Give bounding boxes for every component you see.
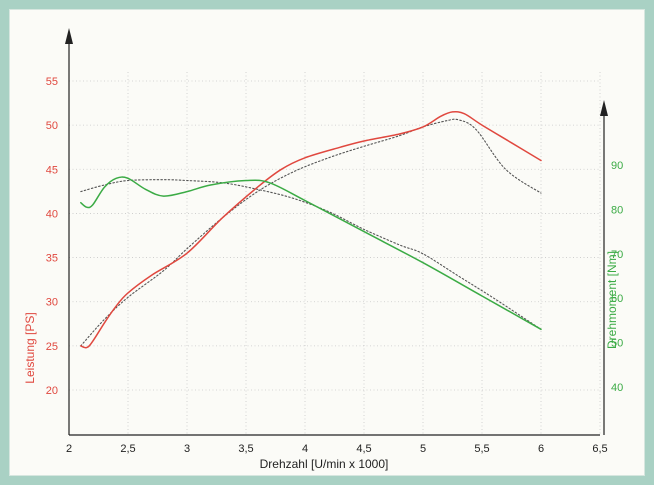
reference-torque-line [81,180,541,330]
performance-chart: 2 2,5 3 3,5 4 4,5 5 5,5 6 6,520253035404550554050… [10,10,644,475]
right-tick-label: 40 [611,382,623,394]
left-tick-label: 40 [46,208,58,220]
chart-frame: 2 2,5 3 3,5 4 4,5 5 5,5 6 6,5 20 25 30 35 40 45 50 55 40 50… [10,10,644,475]
left-tick-label: 30 [46,297,58,309]
right-axis-label: Drehmoment [Nm] [605,251,619,349]
right-tick-label: 80 [611,204,623,216]
left-tick-label: 20 [46,385,58,397]
axes [65,28,608,435]
torque-line [81,177,541,329]
x-tick-label: 2,5 [120,443,135,455]
x-tick-label: 4 [302,443,308,455]
x-tick-label: 6,5 [592,443,607,455]
left-axis-label: Leistung [PS] [23,312,37,383]
x-axis-label: Drehzahl [U/min x 1000] [260,457,389,471]
grid-lines [69,72,600,435]
tick-labels: 2 2,5 3 3,5 4 4,5 5 5,5 6 6,520253035404550554050… [46,76,624,455]
left-tick-label: 35 [46,253,58,265]
left-axis-arrow [65,28,73,44]
x-tick-label: 5,5 [474,443,489,455]
right-axis-arrow [600,100,608,116]
reference-power-line [81,119,541,346]
x-tick-label: 6 [538,443,544,455]
data-lines [81,112,541,348]
right-tick-label: 90 [611,160,623,172]
left-tick-label: 50 [46,120,58,132]
power-line [81,112,541,348]
x-tick-label: 3,5 [238,443,253,455]
x-tick-label: 5 [420,443,426,455]
x-tick-label: 2 [66,443,72,455]
left-tick-label: 25 [46,341,58,353]
x-tick-label: 3 [184,443,190,455]
left-tick-label: 45 [46,164,58,176]
x-tick-label: 4,5 [356,443,371,455]
left-tick-label: 55 [46,76,58,88]
